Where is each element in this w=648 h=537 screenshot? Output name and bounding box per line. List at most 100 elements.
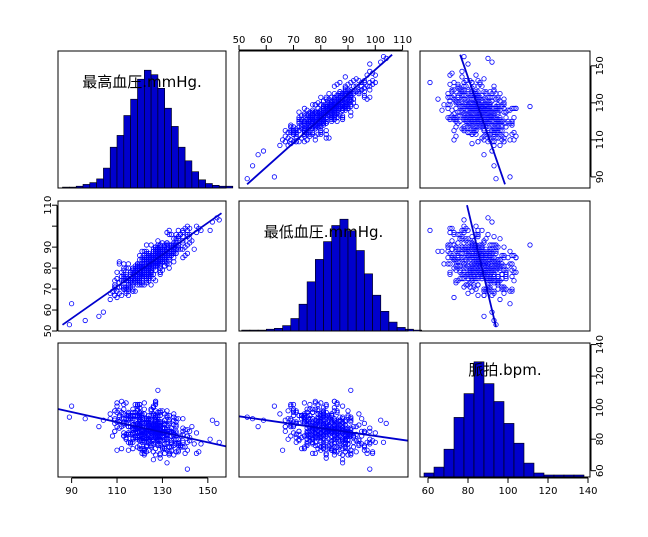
data-point — [304, 122, 310, 128]
data-point — [455, 252, 461, 259]
data-point — [507, 174, 513, 180]
data-point — [209, 417, 215, 423]
data-point — [329, 411, 335, 417]
data-point — [288, 401, 294, 408]
data-point — [326, 135, 332, 141]
data-point — [315, 434, 321, 441]
data-point — [171, 411, 177, 417]
data-point — [329, 102, 335, 108]
data-point — [207, 227, 213, 233]
data-point — [481, 137, 487, 143]
data-point — [499, 122, 505, 128]
data-point — [150, 411, 156, 417]
data-point — [301, 416, 307, 422]
data-point — [146, 252, 152, 259]
data-point — [435, 96, 441, 102]
data-point — [148, 242, 154, 248]
tick-label: 90 — [595, 171, 606, 184]
data-point — [293, 431, 299, 437]
data-point — [439, 248, 445, 254]
data-point — [481, 76, 487, 82]
data-point — [493, 250, 499, 256]
data-point — [459, 246, 465, 252]
data-point — [114, 423, 120, 430]
data-point — [356, 438, 362, 444]
data-point — [497, 257, 503, 263]
data-point — [323, 401, 329, 408]
data-point — [451, 128, 457, 134]
data-point — [125, 447, 131, 453]
data-point — [320, 414, 327, 420]
data-point — [307, 434, 313, 441]
data-point — [318, 433, 324, 439]
data-point — [501, 96, 507, 102]
data-point — [307, 431, 313, 437]
data-point — [157, 269, 163, 275]
data-point — [461, 269, 467, 275]
data-point — [121, 267, 127, 273]
data-point — [168, 444, 175, 450]
data-point — [116, 259, 122, 265]
data-point — [315, 419, 321, 425]
data-point — [157, 246, 163, 252]
data-point — [288, 122, 294, 128]
data-point — [499, 252, 505, 259]
data-point — [356, 441, 362, 447]
data-point — [501, 244, 507, 250]
data-point — [309, 111, 316, 117]
data-point — [307, 438, 313, 444]
data-point — [453, 244, 459, 250]
data-point — [293, 408, 299, 414]
data-point — [342, 445, 348, 452]
data-point — [312, 434, 318, 441]
data-point — [304, 412, 310, 419]
data-point — [451, 137, 457, 143]
data-point — [329, 94, 335, 100]
data-point — [507, 248, 513, 254]
data-point — [459, 74, 465, 80]
data-point — [491, 89, 497, 95]
data-point — [509, 261, 515, 267]
data-point — [301, 444, 307, 450]
data-point — [146, 434, 152, 441]
tick-label: 110 — [393, 35, 412, 46]
data-point — [455, 231, 461, 238]
regression-line — [57, 408, 227, 448]
data-point — [260, 148, 267, 154]
data-point — [82, 317, 88, 324]
histogram-bar — [109, 146, 118, 189]
data-point — [459, 126, 465, 132]
data-point — [214, 420, 220, 426]
data-point — [134, 263, 141, 269]
data-point — [507, 261, 513, 267]
data-point — [320, 445, 327, 452]
data-point — [348, 109, 354, 115]
data-point — [339, 445, 346, 452]
data-point — [495, 116, 501, 123]
data-point — [342, 444, 348, 450]
data-point — [157, 409, 163, 415]
data-point — [320, 98, 327, 104]
variable-label: 最高血圧.mmHg. — [82, 73, 202, 91]
panel-frame — [57, 50, 227, 189]
data-point — [288, 403, 294, 409]
histogram-bar — [423, 472, 435, 478]
data-point — [139, 414, 145, 420]
data-point — [293, 439, 299, 445]
data-point — [320, 411, 327, 417]
data-point — [372, 72, 378, 78]
data-point — [491, 288, 497, 294]
data-point — [475, 267, 481, 273]
data-point — [326, 444, 332, 450]
data-point — [489, 267, 495, 273]
histogram-bar — [150, 74, 159, 189]
data-point — [469, 265, 475, 271]
data-point — [134, 269, 141, 275]
data-point — [361, 94, 367, 100]
data-point — [339, 105, 346, 112]
data-point — [469, 96, 475, 102]
data-point — [285, 129, 291, 136]
data-point — [451, 79, 457, 86]
data-point — [473, 223, 479, 229]
data-point — [121, 416, 127, 422]
